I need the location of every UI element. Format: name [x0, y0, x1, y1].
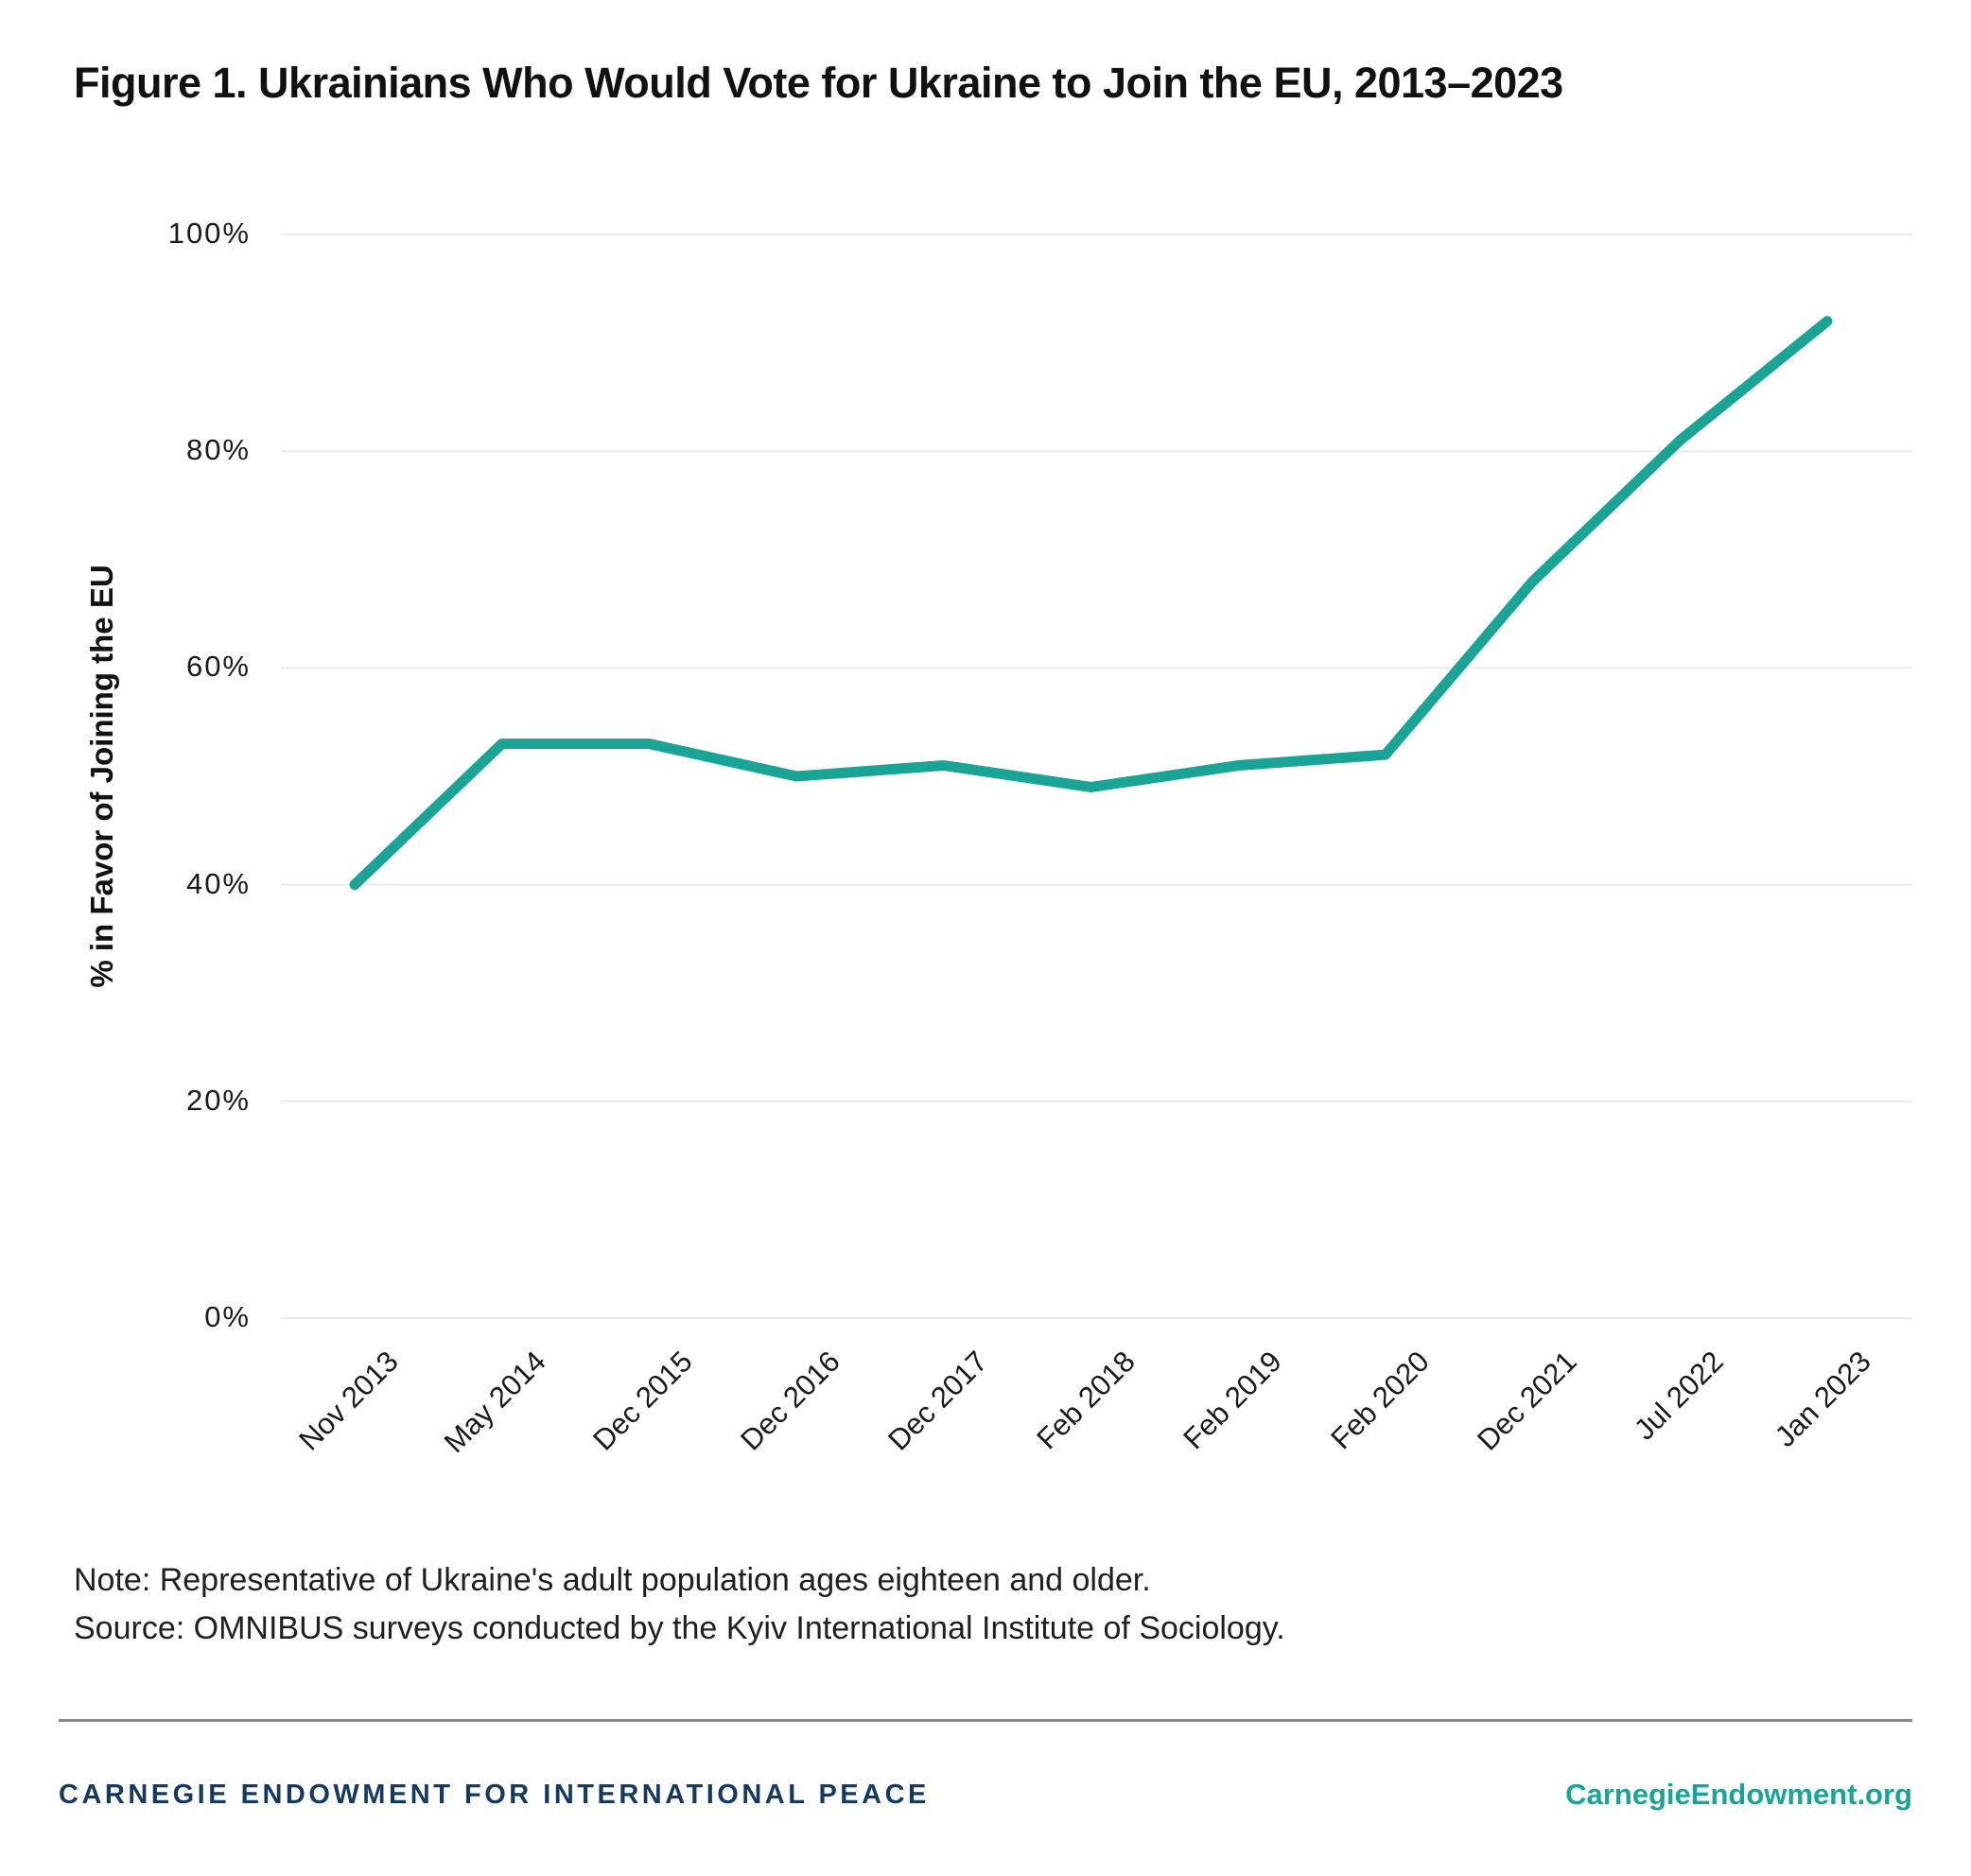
x-tick-label: Jan 2023 — [1768, 1345, 1877, 1453]
y-tick-label: 100% — [167, 217, 251, 250]
source-text: Source: OMNIBUS surveys conducted by the… — [74, 1610, 1285, 1646]
x-tick-label: Jul 2022 — [1628, 1345, 1731, 1447]
line-chart-plot-area — [281, 234, 1912, 1319]
x-tick-label: Dec 2021 — [1470, 1345, 1583, 1457]
note-text: Note: Representative of Ukraine's adult … — [74, 1562, 1151, 1598]
footer-org-name: CARNEGIE ENDOWMENT FOR INTERNATIONAL PEA… — [59, 1780, 930, 1810]
x-tick-label: Nov 2013 — [292, 1345, 405, 1457]
y-tick-label: 60% — [185, 650, 251, 684]
x-tick-label: Feb 2019 — [1177, 1345, 1288, 1456]
x-tick-label: Dec 2015 — [586, 1345, 700, 1457]
footer-website-link[interactable]: CarnegieEndowment.org — [1565, 1778, 1912, 1811]
y-tick-label: 0% — [204, 1300, 251, 1333]
y-axis-title: % in Favor of Joining the EU — [84, 565, 119, 988]
x-tick-label: Feb 2018 — [1029, 1345, 1142, 1456]
trend-line — [349, 316, 1833, 891]
line-chart-svg — [281, 234, 1912, 1319]
x-tick-label: Feb 2020 — [1324, 1345, 1436, 1456]
y-tick-label: 40% — [185, 866, 251, 900]
x-tick-label: May 2014 — [437, 1345, 552, 1460]
x-tick-label: Dec 2017 — [881, 1345, 994, 1457]
x-tick-label: Dec 2016 — [734, 1345, 846, 1457]
y-tick-label: 20% — [185, 1083, 251, 1117]
figure-title: Figure 1. Ukrainians Who Would Vote for … — [74, 59, 1563, 107]
y-tick-label: 80% — [185, 433, 251, 467]
footer-divider — [59, 1719, 1912, 1722]
